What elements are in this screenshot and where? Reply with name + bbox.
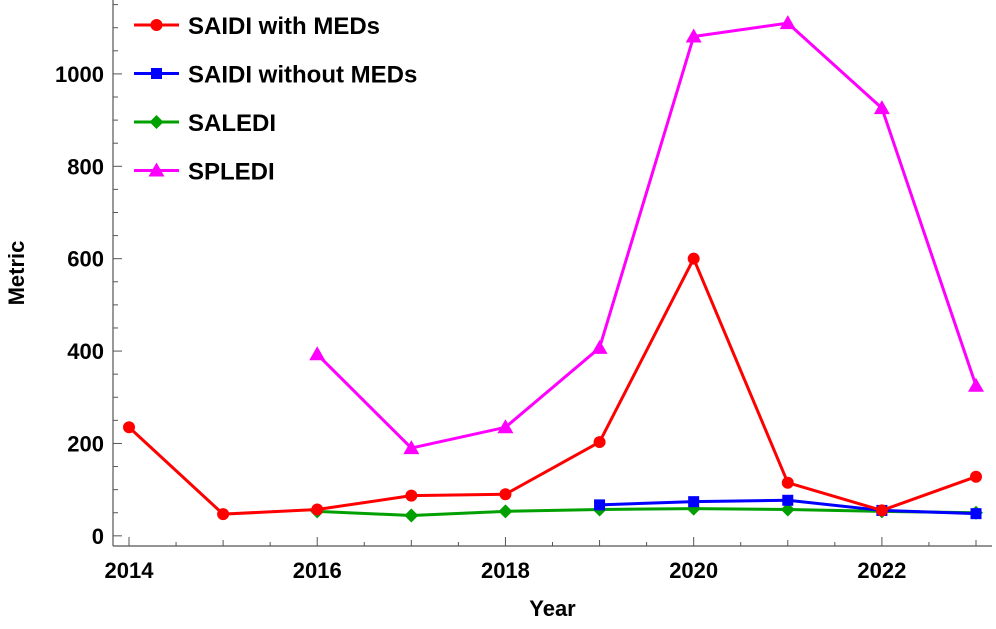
data-point: [685, 28, 702, 43]
data-point: [970, 470, 983, 483]
data-point: [309, 346, 326, 361]
legend-item: SAIDI with MEDs: [134, 13, 380, 40]
data-point: [591, 339, 608, 354]
y-tick-label: 800: [67, 154, 104, 179]
data-point: [873, 100, 890, 115]
data-point: [497, 419, 514, 434]
data-point: [687, 252, 700, 265]
x-tick-label: 2022: [857, 558, 906, 583]
series-line: [127, 257, 977, 516]
ticks: 2014 2016 2018 2020 2022 0 200 400 600 800 1000: [55, 4, 977, 583]
y-axis-title: Metric: [4, 241, 29, 306]
data-point: [498, 504, 513, 519]
data-point: [594, 499, 606, 511]
data-point: [405, 489, 418, 502]
x-tick-label: 2014: [105, 558, 155, 583]
y-tick-label: 600: [67, 247, 104, 272]
legend-marker: [148, 162, 165, 177]
x-tick-label: 2020: [669, 558, 718, 583]
data-point: [404, 508, 419, 523]
data-point: [311, 503, 324, 516]
y-tick-label: 1000: [55, 62, 104, 87]
legend-item: SAIDI without MEDs: [134, 62, 417, 89]
legend-label: SPLEDI: [188, 159, 275, 186]
series-saidi-with-meds: [122, 252, 983, 521]
series-line: [316, 21, 978, 450]
data-point: [970, 508, 982, 520]
data-point: [403, 440, 420, 455]
data-point: [122, 421, 135, 434]
legend-marker: [150, 19, 163, 31]
legend-marker: [151, 68, 162, 79]
legend-label: SAIDI with MEDs: [188, 13, 380, 40]
legend-label: SALEDI: [188, 110, 276, 137]
data-point: [781, 476, 794, 489]
y-tick-label: 400: [67, 339, 104, 364]
data-point: [780, 502, 795, 517]
data-point: [688, 496, 700, 508]
data-point: [593, 436, 606, 449]
legend-label: SAIDI without MEDs: [188, 62, 417, 89]
x-tick-label: 2016: [293, 558, 342, 583]
legend-item: SPLEDI: [134, 159, 275, 186]
data-point: [875, 504, 888, 517]
data-point: [499, 488, 512, 501]
x-tick-label: 2018: [481, 558, 530, 583]
x-axis-title: Year: [529, 596, 576, 621]
series-spledi: [309, 15, 985, 455]
data-point: [968, 377, 985, 392]
legend-item: SALEDI: [134, 110, 276, 137]
data-point: [217, 508, 230, 521]
series-line: [317, 507, 977, 518]
data-point: [782, 494, 794, 506]
legend: SAIDI with MEDs SAIDI without MEDs SALEDI S…: [134, 13, 417, 186]
series: [122, 15, 985, 523]
legend-marker: [149, 115, 164, 129]
data-point: [779, 15, 796, 30]
y-tick-label: 200: [67, 431, 104, 456]
y-tick-label: 0: [92, 524, 104, 549]
